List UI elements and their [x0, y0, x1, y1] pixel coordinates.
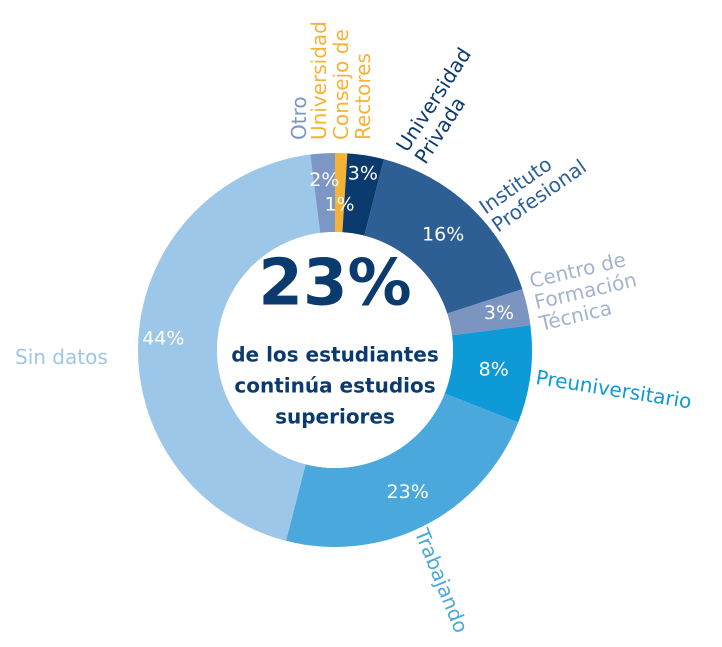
- donut-segment: [137, 154, 321, 541]
- category-label: Trabajando: [410, 524, 474, 636]
- value-label: 3%: [484, 302, 514, 324]
- donut-hole: [217, 232, 453, 468]
- center-text: continúa estudios: [234, 374, 435, 398]
- donut-segment: [444, 325, 532, 423]
- donut-segment: [310, 153, 335, 233]
- value-label: 8%: [479, 359, 509, 381]
- category-label: Universidad Privada: [391, 38, 498, 168]
- center-text: de los estudiantes: [231, 343, 439, 367]
- donut-segment: [364, 159, 523, 314]
- category-label: Instituto Profesional: [474, 136, 590, 237]
- donut-segment: [447, 289, 531, 336]
- value-label: 23%: [387, 481, 429, 503]
- value-label: 1%: [324, 194, 354, 216]
- donut-segment: [342, 153, 384, 236]
- category-label: Preuniversitario: [534, 365, 693, 413]
- donut-segment: [286, 393, 519, 547]
- category-label: Centro de Formación Técnica: [526, 244, 650, 335]
- value-label: 3%: [348, 163, 378, 185]
- center-title: 23%: [258, 247, 411, 321]
- category-label: Sin datos: [15, 345, 108, 369]
- center-text: superiores: [275, 405, 395, 429]
- category-label: Universidad Consejo de Rectores: [307, 15, 375, 140]
- value-label: 16%: [422, 223, 464, 245]
- value-label: 44%: [142, 328, 184, 350]
- donut-segment: [335, 153, 348, 233]
- category-label: Otro: [287, 96, 311, 140]
- value-label: 2%: [309, 169, 339, 191]
